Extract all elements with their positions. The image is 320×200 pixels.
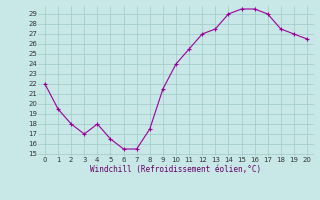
- X-axis label: Windchill (Refroidissement éolien,°C): Windchill (Refroidissement éolien,°C): [91, 165, 261, 174]
